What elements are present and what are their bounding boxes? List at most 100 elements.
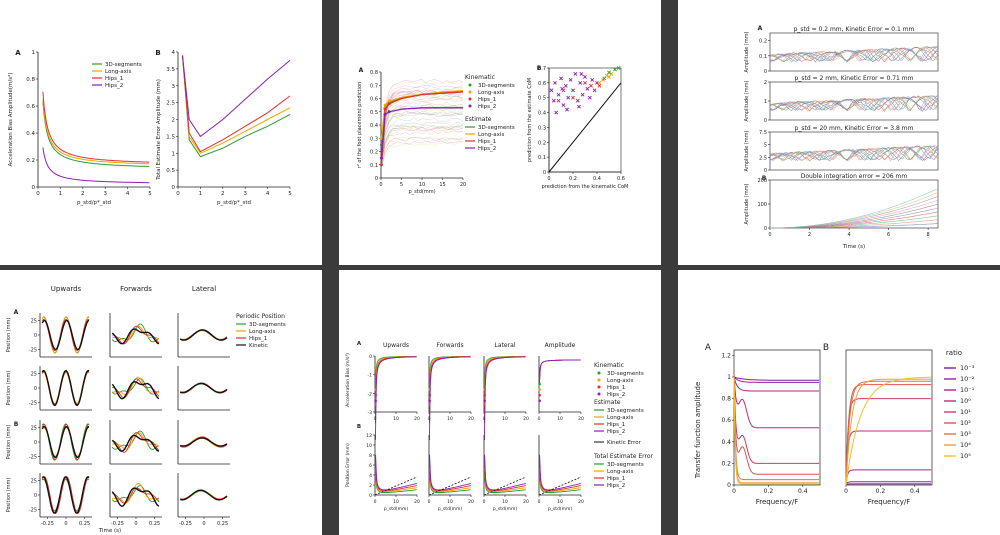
p5a-series-line xyxy=(538,359,581,384)
p4-series-line xyxy=(41,369,90,407)
p5-legend-est-entry: 3D-segments xyxy=(607,408,644,414)
p2b-x-tick-label: 0.4 xyxy=(593,176,601,182)
p1a-series-line xyxy=(42,91,150,163)
p1b-y-tick-label: 3.5 xyxy=(166,67,175,73)
p5-column-title: Upwards xyxy=(383,342,409,349)
p4-ylabel: Position (mm) xyxy=(6,478,12,513)
p2-legend-kin-title: Kinematic xyxy=(465,74,495,81)
p4-sub-x-tick-label: 0.25 xyxy=(149,521,160,527)
p2b-y-tick-label: 0.7 xyxy=(538,66,546,72)
panel-label-b: B xyxy=(155,49,160,57)
p6-B-ratio-line xyxy=(845,469,932,486)
p6-A-x-tick-label: 0.4 xyxy=(798,488,808,495)
p4-sub-y-tick-label: 25 xyxy=(31,426,37,432)
p5a-ylabel: Acceleration Bias (m/s²) xyxy=(345,353,351,407)
p6-ylabel: Transfer function amplitude xyxy=(694,382,702,480)
p6-A-ratio-line xyxy=(733,374,820,429)
p6-A-ratio-line xyxy=(733,376,820,481)
p2a-marker xyxy=(387,110,391,114)
p1b-y-tick-label: 3 xyxy=(172,84,176,90)
p1b-x-tick-label: 4 xyxy=(266,191,270,197)
p2b-point xyxy=(556,92,561,97)
p2b-point xyxy=(575,98,580,103)
p5a-series-line xyxy=(538,359,581,384)
p1a-x-tick-label: 1 xyxy=(59,191,63,197)
p5a-sub-x-tick-label: 10 xyxy=(447,416,453,422)
p2a-marker xyxy=(383,103,387,107)
p6-A-y-tick-label: 0.8 xyxy=(721,396,731,403)
p2a-trial-line xyxy=(380,98,464,160)
p5a-marker xyxy=(538,388,541,391)
p6-legend-entry: 10¹ xyxy=(960,408,971,416)
p5a-marker xyxy=(428,399,431,403)
p2a-x-tick-label: 15 xyxy=(439,182,445,188)
panel-label-a: A xyxy=(15,49,21,57)
p2-legend-est-title: Estimate xyxy=(465,116,492,123)
p1b-series-line xyxy=(182,55,291,153)
p4-sub-x-tick-label: 0.25 xyxy=(217,521,228,527)
chart-p6: A B Transfer function amplitude 0 0.2 0.4 0 0.2… xyxy=(694,343,975,506)
p5b-sub-x-tick-label: 20 xyxy=(468,499,474,505)
p6-B-ratio-line xyxy=(845,481,932,486)
panel-label-a: A xyxy=(758,25,763,32)
p2a-trial-line xyxy=(380,128,464,165)
p6-A-ratio-line xyxy=(733,374,820,475)
p2a-y-tick-label: 0.4 xyxy=(370,123,378,129)
p6-A-ratio-line xyxy=(733,376,820,392)
p1a-y-tick-label: 0.4 xyxy=(26,131,35,137)
p4-legend-entry: 3D-segments xyxy=(249,322,286,328)
p2a-trial-line xyxy=(380,112,464,162)
p5b-series-line xyxy=(429,461,471,492)
p5b-series-line xyxy=(484,461,526,492)
p3-sub-x-tick-label: 4 xyxy=(847,232,850,238)
p5-legend-est-entry: Hips_2 xyxy=(607,429,625,435)
p5a-marker xyxy=(483,399,486,403)
p2-legend-kin-entry: Long-axis xyxy=(478,90,504,96)
p4-sub-x-tick-label: 0.25 xyxy=(79,521,90,527)
p4-series-line xyxy=(180,329,228,341)
p2a-trial-line xyxy=(380,88,464,157)
p5-legend-total-title: Total Estimate Error xyxy=(593,453,653,460)
p2-legend-kin-marker xyxy=(468,97,472,101)
p5b-sub-y-tick-label: 6 xyxy=(369,463,372,469)
p2a-trial-line xyxy=(380,136,464,169)
p2a-marker xyxy=(379,163,383,167)
p2a-trial-line xyxy=(380,103,464,161)
p1b-series-line xyxy=(182,55,291,138)
p2a-trial-line xyxy=(380,91,464,156)
p5a-sub-x-tick-label: 10 xyxy=(393,416,399,422)
figure-panel-4: Upwards Forwards Lateral A B Position (mm) -25… xyxy=(0,270,322,535)
p2a-y-tick-label: 0.2 xyxy=(370,150,378,156)
p5-legend-kin-marker xyxy=(597,385,601,389)
p1b-x-tick-label: 2 xyxy=(221,191,225,197)
panel-label-b: B xyxy=(823,343,829,353)
p6-B-ratio-line xyxy=(845,378,932,486)
p3-subplot-frame xyxy=(769,32,939,72)
p3-sub-y-tick-label: 1 xyxy=(764,99,767,105)
p5-legend-kin-marker xyxy=(597,378,601,382)
p5a-marker xyxy=(374,399,377,403)
p4-series-line xyxy=(111,328,160,345)
p2b-x-tick-label: 0.2 xyxy=(569,176,577,182)
p2b-y-tick-label: 0.4 xyxy=(538,111,546,117)
p2b-point xyxy=(613,67,617,72)
p4-sub-y-tick-label: 25 xyxy=(31,319,37,325)
p5b-kinetic-line xyxy=(538,476,582,496)
p6-B-ratio-line xyxy=(845,398,932,486)
p2a-marker xyxy=(379,136,383,140)
p2b-ylabel: prediction from the estimate CoM xyxy=(527,78,533,162)
p1a-y-tick-label: 0.6 xyxy=(26,104,35,110)
p2b-point xyxy=(590,77,595,82)
p1b-ylabel: Total Estimate Error Amplitude (mm) xyxy=(156,79,162,181)
p5a-series-line xyxy=(538,359,581,384)
p6-A-y-tick-label: 1 xyxy=(727,374,731,381)
p5b-kinetic-line xyxy=(374,476,418,496)
p5-xlabel: p_std(mm) xyxy=(384,506,409,512)
p5a-sub-x-tick-label: 0 xyxy=(483,416,486,422)
p2b-point xyxy=(561,103,566,108)
p1a-x-tick-label: 4 xyxy=(126,191,130,197)
p5-legend-kin-entry: Hips_2 xyxy=(607,392,625,398)
p3-sub-x-tick-label: 0 xyxy=(768,232,771,238)
p3-subplot-title: p_std = 2 mm, Kinetic Error = 0.71 mm xyxy=(795,75,914,82)
p4-series-line xyxy=(111,434,160,452)
